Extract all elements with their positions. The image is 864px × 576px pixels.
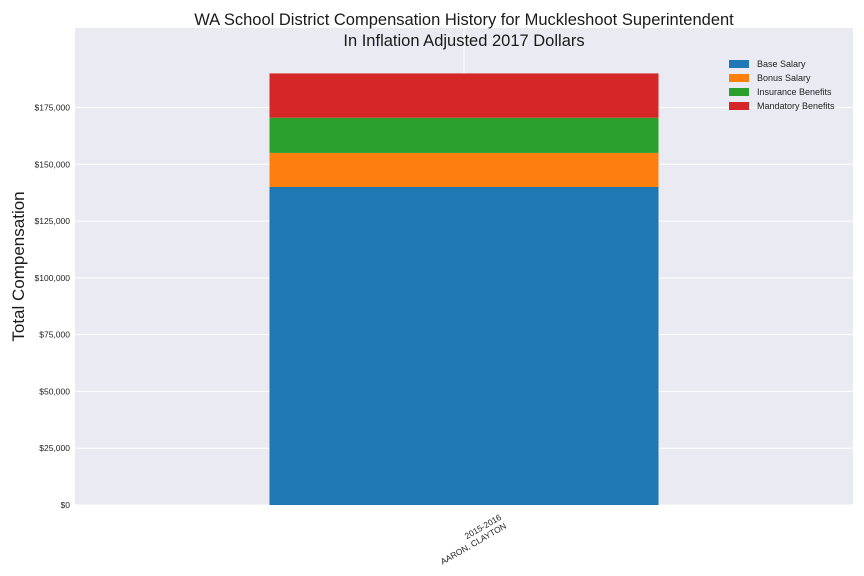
legend-label: Mandatory Benefits [757,101,835,111]
y-tick-label: $175,000 [35,103,71,113]
y-axis-label: Total Compensation [9,191,28,341]
legend: Base Salary Bonus Salary Insurance Benefit… [729,59,835,111]
y-tick-label: $150,000 [35,159,71,169]
bar-insurance-benefits [269,117,659,153]
legend-swatch [729,60,749,68]
chart-title-line-2: In Inflation Adjusted 2017 Dollars [343,32,584,50]
bar-mandatory-benefits [269,73,659,118]
y-tick-label: $25,000 [39,443,70,453]
bar-base-salary [269,187,659,505]
legend-swatch [729,102,749,110]
y-tick-label: $75,000 [39,330,70,340]
bar-stack [269,73,659,505]
y-tick-label: $50,000 [39,386,70,396]
y-tick-label: $125,000 [35,216,71,226]
y-tick-label: $0 [61,500,71,510]
y-axis-ticks: $0 $25,000 $50,000 $75,000 $100,000 $125,000 $… [35,103,71,511]
bar-bonus-salary [269,152,659,187]
legend-label: Insurance Benefits [757,87,832,97]
legend-label: Base Salary [757,59,806,69]
legend-label: Bonus Salary [757,73,811,83]
y-tick-label: $100,000 [35,273,71,283]
legend-swatch [729,74,749,82]
legend-swatch [729,88,749,96]
chart-title-line-1: WA School District Compensation History … [194,11,734,29]
